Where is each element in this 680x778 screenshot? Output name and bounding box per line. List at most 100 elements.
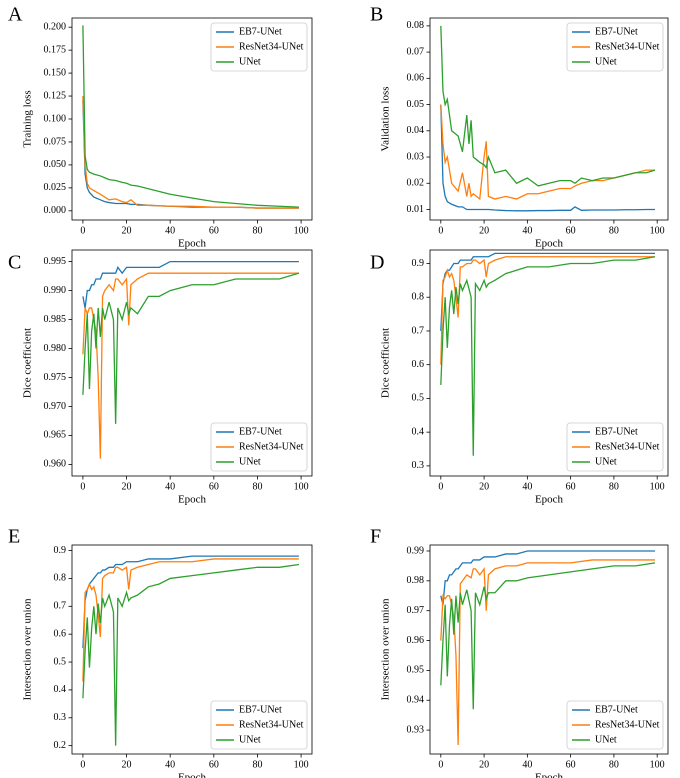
y-tick-label: 0.4 xyxy=(54,684,67,695)
y-axis-label: Intersection over union xyxy=(22,598,34,701)
panel-label: A xyxy=(8,4,23,26)
y-tick-label: 0.985 xyxy=(44,314,67,325)
x-tick-label: 100 xyxy=(294,225,309,236)
x-tick-label: 100 xyxy=(650,225,665,236)
x-tick-label: 60 xyxy=(566,759,576,770)
axes-frame xyxy=(71,249,313,477)
series-line xyxy=(82,260,299,309)
y-tick-label: 0.6 xyxy=(412,359,425,370)
y-tick-label: 0.025 xyxy=(44,182,67,193)
series-line xyxy=(440,104,656,201)
x-tick-label: 100 xyxy=(294,481,309,492)
y-tick-label: 0.075 xyxy=(44,136,67,147)
legend-box xyxy=(566,700,664,750)
x-tick-label: 40 xyxy=(165,481,175,492)
y-tick-label: 0.01 xyxy=(407,204,425,215)
series-line xyxy=(440,256,656,365)
y-tick-label: 0.175 xyxy=(44,44,67,55)
legend-label: ResNet34-UNet xyxy=(239,441,304,452)
x-tick-label: 80 xyxy=(252,225,262,236)
x-axis-label: Epoch xyxy=(178,772,207,778)
series-line xyxy=(440,256,656,456)
legend-box xyxy=(210,700,308,750)
x-tick-label: 100 xyxy=(650,759,665,770)
x-tick-label: 20 xyxy=(479,225,489,236)
y-tick-label: 0.05 xyxy=(407,99,425,110)
legend-label: EB7-UNet xyxy=(595,26,638,37)
legend-label: EB7-UNet xyxy=(239,26,282,37)
legend-label: EB7-UNet xyxy=(239,426,282,437)
series-line xyxy=(440,550,656,605)
legend-label: ResNet34-UNet xyxy=(239,719,304,730)
x-tick-label: 60 xyxy=(209,225,219,236)
y-tick-label: 0.06 xyxy=(407,73,425,84)
x-tick-label: 60 xyxy=(566,225,576,236)
legend-box xyxy=(210,22,308,72)
x-tick-label: 0 xyxy=(80,225,85,236)
y-tick-label: 0.9 xyxy=(54,545,67,556)
legend-box xyxy=(566,422,664,472)
series-line xyxy=(82,25,299,208)
legend-label: EB7-UNet xyxy=(239,704,282,715)
axes-frame xyxy=(429,17,669,221)
x-tick-label: 40 xyxy=(165,759,175,770)
legend-label: UNet xyxy=(239,456,261,467)
y-tick-label: 0.7 xyxy=(54,601,67,612)
y-tick-label: 0.995 xyxy=(44,256,67,267)
y-tick-label: 0.5 xyxy=(412,393,425,404)
y-axis-label: Dice coefficient xyxy=(22,328,34,398)
x-tick-label: 20 xyxy=(479,481,489,492)
y-tick-label: 0.965 xyxy=(44,430,67,441)
series-line xyxy=(82,558,299,682)
y-tick-label: 0.96 xyxy=(407,635,425,646)
axes-frame xyxy=(71,544,313,755)
x-tick-label: 20 xyxy=(122,225,132,236)
panel-label: B xyxy=(370,4,383,26)
y-tick-label: 0.02 xyxy=(407,178,425,189)
x-tick-label: 80 xyxy=(609,481,619,492)
y-tick-label: 0.125 xyxy=(44,90,67,101)
x-tick-label: 20 xyxy=(479,759,489,770)
series-line xyxy=(440,252,656,331)
series-line xyxy=(82,96,299,209)
x-tick-label: 80 xyxy=(609,759,619,770)
legend-label: UNet xyxy=(595,734,617,745)
y-tick-label: 0.200 xyxy=(44,21,67,32)
y-tick-label: 0.07 xyxy=(407,46,425,57)
x-tick-label: 60 xyxy=(209,481,219,492)
y-tick-label: 0.000 xyxy=(44,205,67,216)
series-line xyxy=(82,100,299,209)
y-tick-label: 0.03 xyxy=(407,151,425,162)
x-tick-label: 40 xyxy=(522,481,532,492)
y-tick-label: 0.9 xyxy=(412,258,425,269)
legend-label: UNet xyxy=(595,456,617,467)
y-tick-label: 0.100 xyxy=(44,113,67,124)
y-tick-label: 0.3 xyxy=(54,712,67,723)
y-axis-label: Training loss xyxy=(22,90,34,147)
y-tick-label: 0.970 xyxy=(44,401,67,412)
y-tick-label: 0.94 xyxy=(407,695,425,706)
x-tick-label: 60 xyxy=(209,759,219,770)
x-axis-label: Epoch xyxy=(535,494,564,506)
y-tick-label: 0.8 xyxy=(54,573,67,584)
y-tick-label: 0.960 xyxy=(44,459,67,470)
series-line xyxy=(440,562,656,710)
x-tick-label: 0 xyxy=(438,481,443,492)
legend-label: UNet xyxy=(595,56,617,67)
y-tick-label: 0.2 xyxy=(54,740,67,751)
y-tick-label: 0.99 xyxy=(407,545,425,556)
y-tick-label: 0.04 xyxy=(407,125,425,136)
x-tick-label: 80 xyxy=(252,759,262,770)
x-axis-label: Epoch xyxy=(178,238,207,250)
axes-frame xyxy=(429,544,669,755)
x-tick-label: 40 xyxy=(522,759,532,770)
x-tick-label: 0 xyxy=(438,759,443,770)
panel-label: C xyxy=(8,252,21,274)
y-tick-label: 0.050 xyxy=(44,159,67,170)
legend-label: ResNet34-UNet xyxy=(595,441,660,452)
series-line xyxy=(82,272,300,424)
x-axis-label: Epoch xyxy=(178,494,207,506)
x-tick-label: 20 xyxy=(122,759,132,770)
y-tick-label: 0.7 xyxy=(412,325,425,336)
y-tick-label: 0.95 xyxy=(407,665,425,676)
